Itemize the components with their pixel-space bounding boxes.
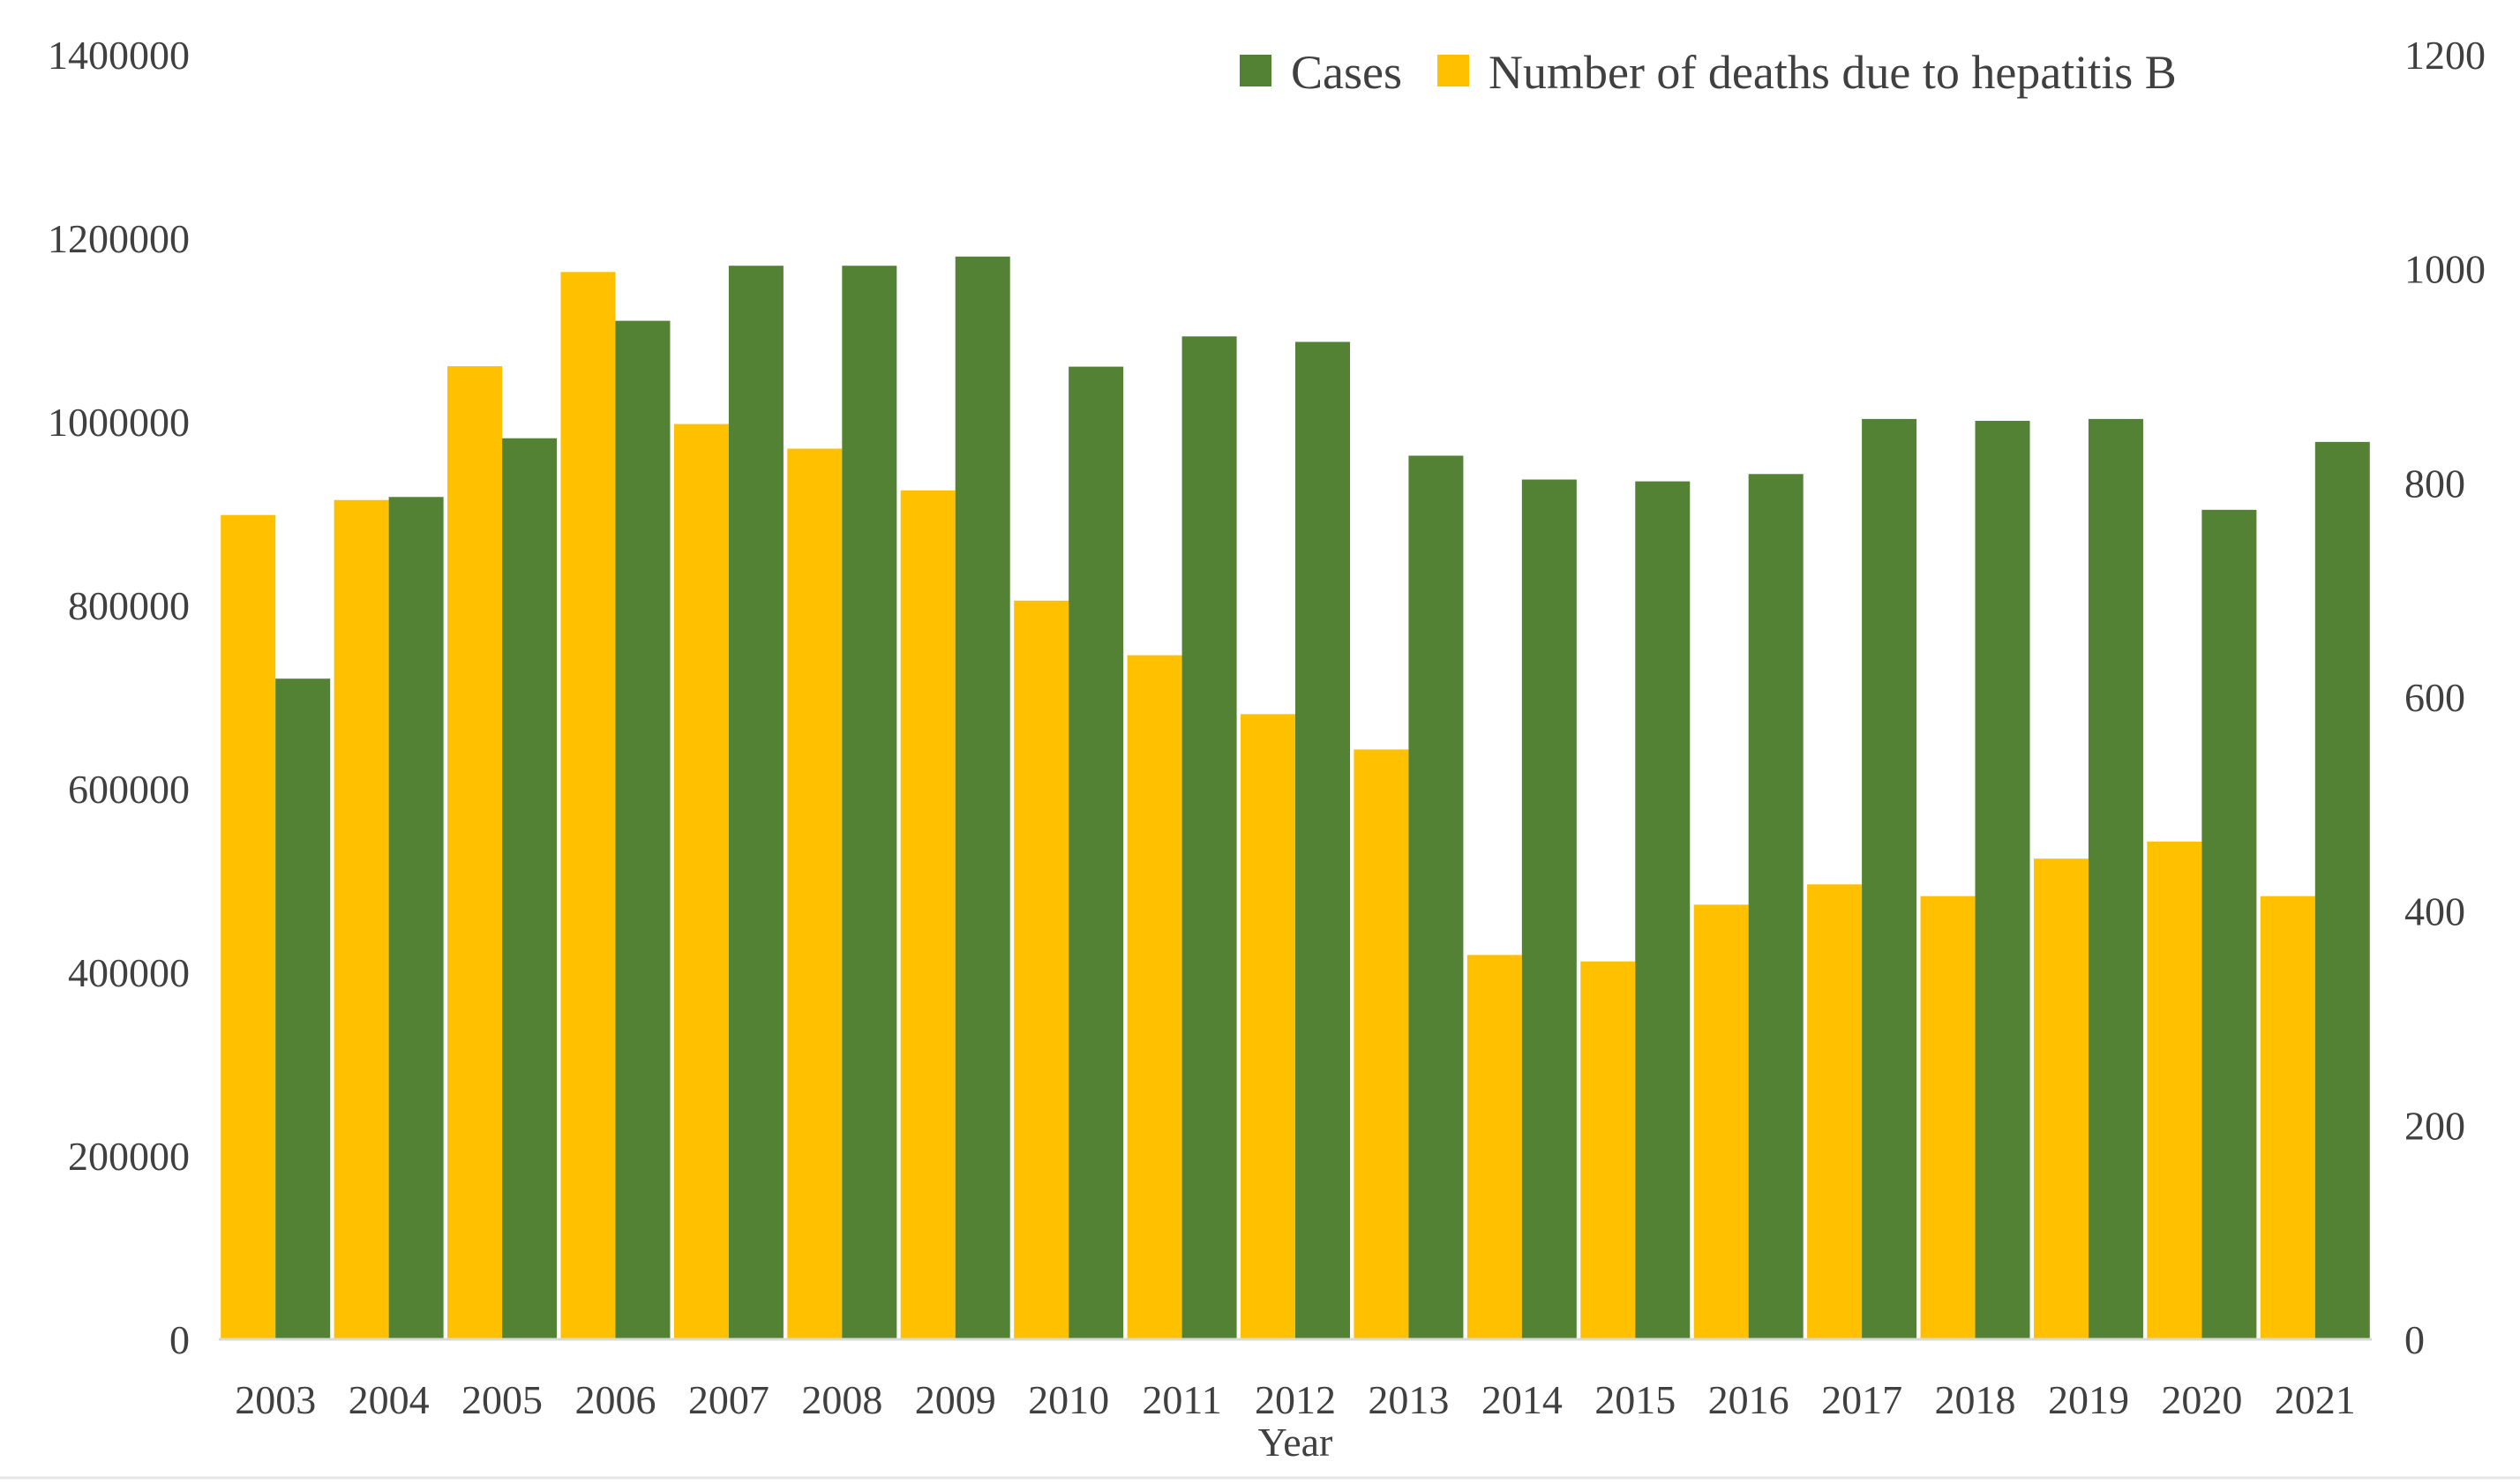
right-tick-label: 1200 xyxy=(2404,33,2486,78)
x-tick-label: 2009 xyxy=(915,1377,996,1422)
cases-bar xyxy=(1975,420,2030,1340)
x-tick-label: 2004 xyxy=(349,1377,430,1422)
legend-swatch-deaths xyxy=(1436,55,1469,86)
left-tick-label: 400000 xyxy=(68,950,190,995)
right-tick-label: 600 xyxy=(2404,675,2465,720)
legend-swatch-cases xyxy=(1240,55,1271,86)
cases-bar xyxy=(388,497,444,1339)
legend-label-deaths: Number of deaths due to hepatitis B xyxy=(1489,46,2177,99)
x-tick-label: 2014 xyxy=(1481,1377,1563,1422)
x-tick-label: 2010 xyxy=(1028,1377,1109,1422)
x-tick-label: 2021 xyxy=(2275,1377,2356,1422)
x-tick-label: 2015 xyxy=(1594,1377,1676,1422)
deaths-bar xyxy=(1354,749,1409,1339)
right-tick-label: 0 xyxy=(2404,1317,2425,1362)
x-tick-label: 2017 xyxy=(1821,1377,1902,1422)
cases-bar xyxy=(1862,418,1917,1339)
bars xyxy=(221,256,2370,1340)
deaths-bar xyxy=(1127,655,1182,1339)
cases-bar xyxy=(1635,481,1691,1339)
x-tick-label: 2006 xyxy=(574,1377,656,1422)
legend-label-cases: Cases xyxy=(1291,46,1402,99)
x-tick-label: 2003 xyxy=(235,1377,316,1422)
cases-bar xyxy=(1521,479,1577,1339)
cases-bar xyxy=(1069,366,1124,1340)
cases-bar xyxy=(502,438,558,1340)
cases-bar xyxy=(2314,441,2370,1339)
left-tick-label: 1200000 xyxy=(48,216,190,261)
deaths-bar xyxy=(221,514,276,1339)
left-tick-label: 1400000 xyxy=(48,33,190,78)
legend: Cases Number of deaths due to hepatitis B xyxy=(1240,46,2177,99)
deaths-bar xyxy=(787,448,843,1339)
cases-bar xyxy=(842,266,897,1340)
cases-bar xyxy=(1748,474,1804,1339)
cases-bar xyxy=(2088,418,2143,1339)
x-tick-label: 2019 xyxy=(2048,1377,2129,1422)
x-axis-title: Year xyxy=(1258,1420,1333,1465)
deaths-bar xyxy=(673,423,729,1340)
right-tick-label: 1000 xyxy=(2404,247,2486,292)
x-axis-ticks: 2003 2004 2005 2006 2007 2008 2009 2010 2011 2012… xyxy=(235,1377,2356,1422)
x-tick-label: 2016 xyxy=(1708,1377,1789,1422)
x-tick-label: 2018 xyxy=(1935,1377,2016,1422)
right-tick-label: 800 xyxy=(2404,461,2465,506)
x-tick-label: 2011 xyxy=(1142,1377,1221,1422)
deaths-bar xyxy=(560,272,616,1340)
right-tick-label: 400 xyxy=(2404,889,2465,934)
deaths-bar xyxy=(447,366,503,1340)
deaths-bar xyxy=(1241,714,1295,1339)
deaths-bar xyxy=(1580,961,1636,1339)
deaths-bar xyxy=(2260,896,2315,1339)
x-tick-label: 2020 xyxy=(2161,1377,2242,1422)
x-tick-label: 2005 xyxy=(461,1377,543,1422)
deaths-bar xyxy=(1693,904,1749,1339)
x-tick-label: 2012 xyxy=(1255,1377,1336,1422)
deaths-bar xyxy=(1807,884,1863,1339)
cases-bar xyxy=(728,266,784,1340)
left-axis-ticks: 0 200000 400000 600000 800000 1000000 1200000 1… xyxy=(48,33,190,1362)
cases-bar xyxy=(955,256,1010,1339)
deaths-bar xyxy=(1920,896,1976,1339)
left-tick-label: 200000 xyxy=(68,1134,190,1179)
deaths-bar xyxy=(1014,600,1069,1339)
right-tick-label: 200 xyxy=(2404,1103,2465,1148)
cases-bar xyxy=(1181,336,1237,1339)
deaths-bar xyxy=(1466,955,1522,1339)
deaths-bar xyxy=(900,490,956,1339)
x-tick-label: 2007 xyxy=(688,1377,769,1422)
x-tick-label: 2013 xyxy=(1368,1377,1449,1422)
deaths-bar xyxy=(334,499,389,1339)
deaths-bar xyxy=(2147,841,2202,1339)
left-tick-label: 600000 xyxy=(68,767,190,812)
left-tick-label: 1000000 xyxy=(48,400,190,445)
right-axis-ticks: 0 200 400 600 800 1000 1200 xyxy=(2404,33,2486,1362)
cases-bar xyxy=(615,320,671,1340)
deaths-bar xyxy=(2033,858,2089,1339)
cases-bar xyxy=(275,678,331,1339)
left-tick-label: 0 xyxy=(169,1317,190,1362)
cases-bar xyxy=(1408,455,1464,1339)
cases-bar xyxy=(1295,341,1350,1339)
left-tick-label: 800000 xyxy=(68,583,190,628)
x-tick-label: 2008 xyxy=(801,1377,882,1422)
cases-bar xyxy=(2201,509,2257,1339)
